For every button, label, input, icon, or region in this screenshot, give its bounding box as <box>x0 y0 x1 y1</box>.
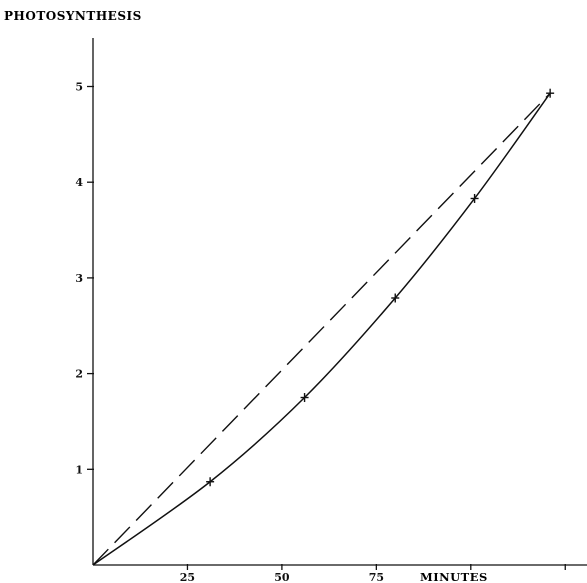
x-tick-label-75: 75 <box>369 571 384 583</box>
y-tick-label-5: 5 <box>75 81 83 94</box>
y-axis-label: PHOTOSYNTHESIS <box>4 9 142 23</box>
series-dashed-line <box>92 92 551 566</box>
data-point-marker <box>206 477 215 487</box>
x-tick-label-25: 25 <box>180 571 195 583</box>
data-point-marker <box>300 393 309 403</box>
x-axis-ticks: 25 50 75 <box>180 564 566 583</box>
series-solid-line <box>92 92 551 566</box>
x-axis-label: MINUTES <box>420 570 488 583</box>
data-point-marker <box>391 293 400 303</box>
y-tick-label-4: 4 <box>75 176 83 189</box>
y-axis-ticks: 1 2 3 4 5 <box>75 81 94 476</box>
plot-area <box>92 88 555 566</box>
data-point-marker <box>470 193 479 203</box>
y-tick-label-1: 1 <box>75 463 83 476</box>
x-tick-label-50: 50 <box>274 571 290 583</box>
y-tick-label-3: 3 <box>75 272 83 285</box>
y-tick-label-2: 2 <box>75 368 83 381</box>
